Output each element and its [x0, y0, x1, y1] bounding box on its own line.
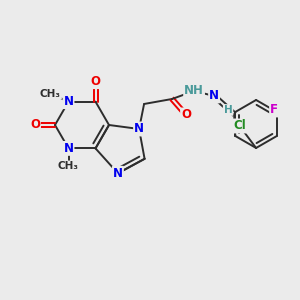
Text: N: N	[64, 142, 74, 155]
Text: N: N	[134, 122, 144, 136]
Text: O: O	[30, 118, 40, 131]
Text: CH₃: CH₃	[58, 161, 79, 171]
Text: H: H	[224, 105, 233, 115]
Text: N: N	[64, 95, 74, 108]
Text: N: N	[209, 89, 219, 103]
Text: Cl: Cl	[234, 119, 247, 133]
Text: O: O	[181, 109, 191, 122]
Text: NH: NH	[184, 85, 204, 98]
Text: O: O	[91, 75, 100, 88]
Text: CH₃: CH₃	[40, 88, 61, 99]
Text: N: N	[113, 167, 123, 180]
Text: F: F	[270, 103, 278, 116]
